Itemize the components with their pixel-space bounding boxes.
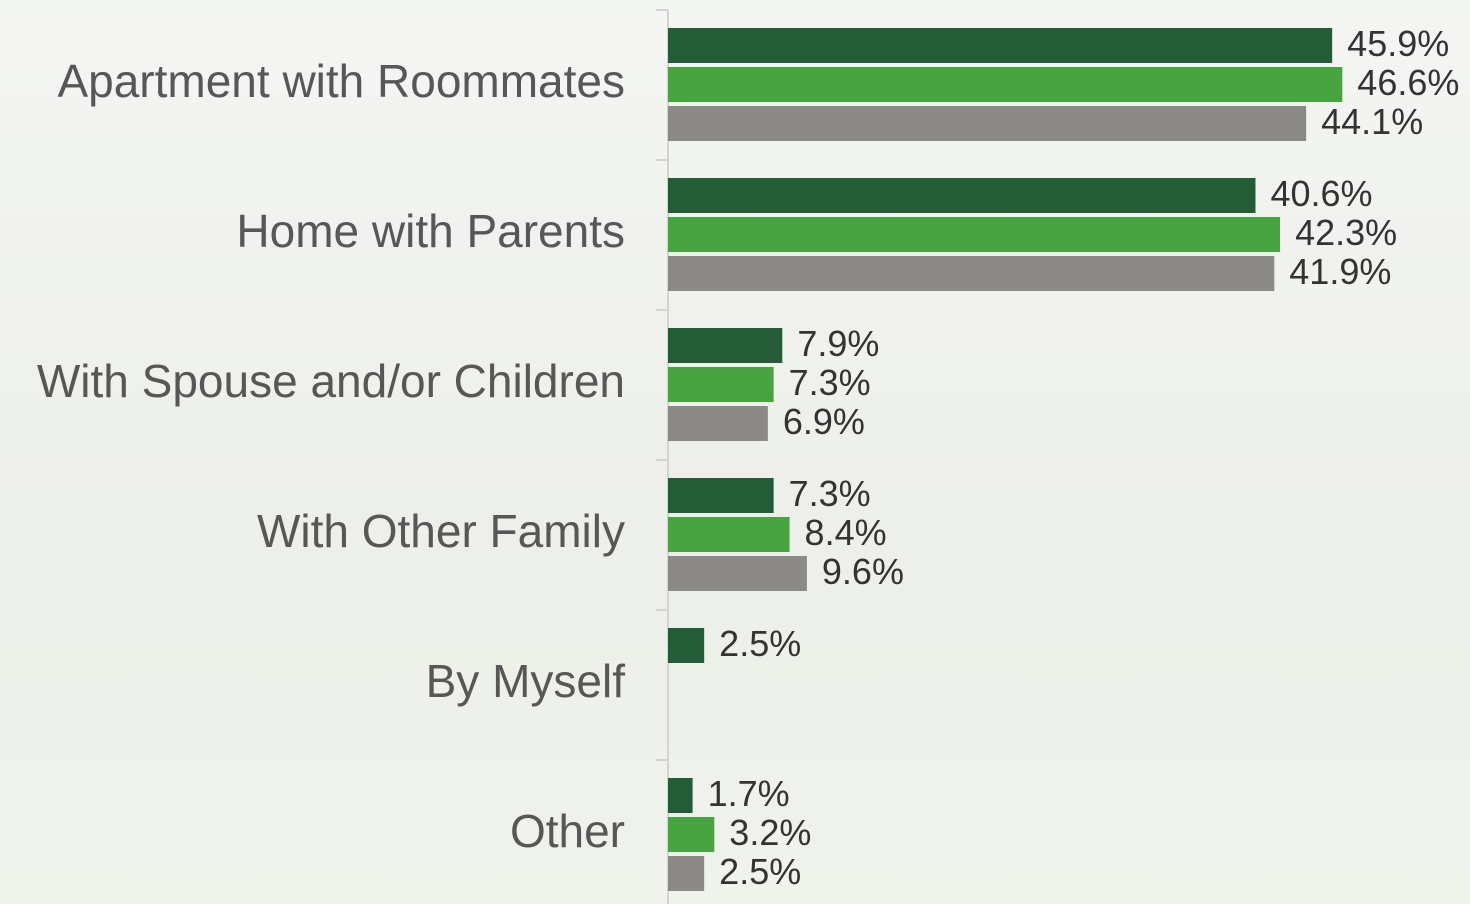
value-label: 2.5% bbox=[719, 851, 801, 892]
bar bbox=[668, 478, 774, 513]
category-label: Apartment with Roommates bbox=[57, 55, 625, 107]
value-label: 8.4% bbox=[805, 512, 887, 553]
value-label: 3.2% bbox=[729, 812, 811, 853]
bar bbox=[668, 517, 790, 552]
value-label: 9.6% bbox=[822, 551, 904, 592]
bar bbox=[668, 28, 1333, 63]
bar bbox=[668, 856, 705, 891]
bar bbox=[668, 628, 705, 663]
category-label: Home with Parents bbox=[236, 205, 625, 257]
bar bbox=[668, 367, 774, 402]
bar bbox=[668, 178, 1256, 213]
value-label: 7.3% bbox=[789, 362, 871, 403]
value-label: 41.9% bbox=[1289, 251, 1391, 292]
value-label: 6.9% bbox=[783, 401, 865, 442]
value-label: 1.7% bbox=[708, 773, 790, 814]
value-label: 46.6% bbox=[1357, 62, 1459, 103]
bar bbox=[668, 556, 807, 591]
value-label: 40.6% bbox=[1270, 173, 1372, 214]
bar bbox=[668, 67, 1343, 102]
bar bbox=[668, 106, 1307, 141]
category-label: Other bbox=[510, 805, 625, 857]
category-label: With Other Family bbox=[257, 505, 625, 557]
category-label: With Spouse and/or Children bbox=[37, 355, 625, 407]
bar bbox=[668, 778, 693, 813]
value-label: 44.1% bbox=[1321, 101, 1423, 142]
value-label: 42.3% bbox=[1295, 212, 1397, 253]
bar bbox=[668, 406, 768, 441]
bar bbox=[668, 817, 715, 852]
bar bbox=[668, 328, 783, 363]
value-label: 45.9% bbox=[1347, 23, 1449, 64]
value-label: 7.3% bbox=[789, 473, 871, 514]
category-label: By Myself bbox=[426, 655, 626, 707]
value-label: 2.5% bbox=[719, 623, 801, 664]
bar bbox=[668, 256, 1275, 291]
bar bbox=[668, 217, 1281, 252]
value-label: 7.9% bbox=[797, 323, 879, 364]
